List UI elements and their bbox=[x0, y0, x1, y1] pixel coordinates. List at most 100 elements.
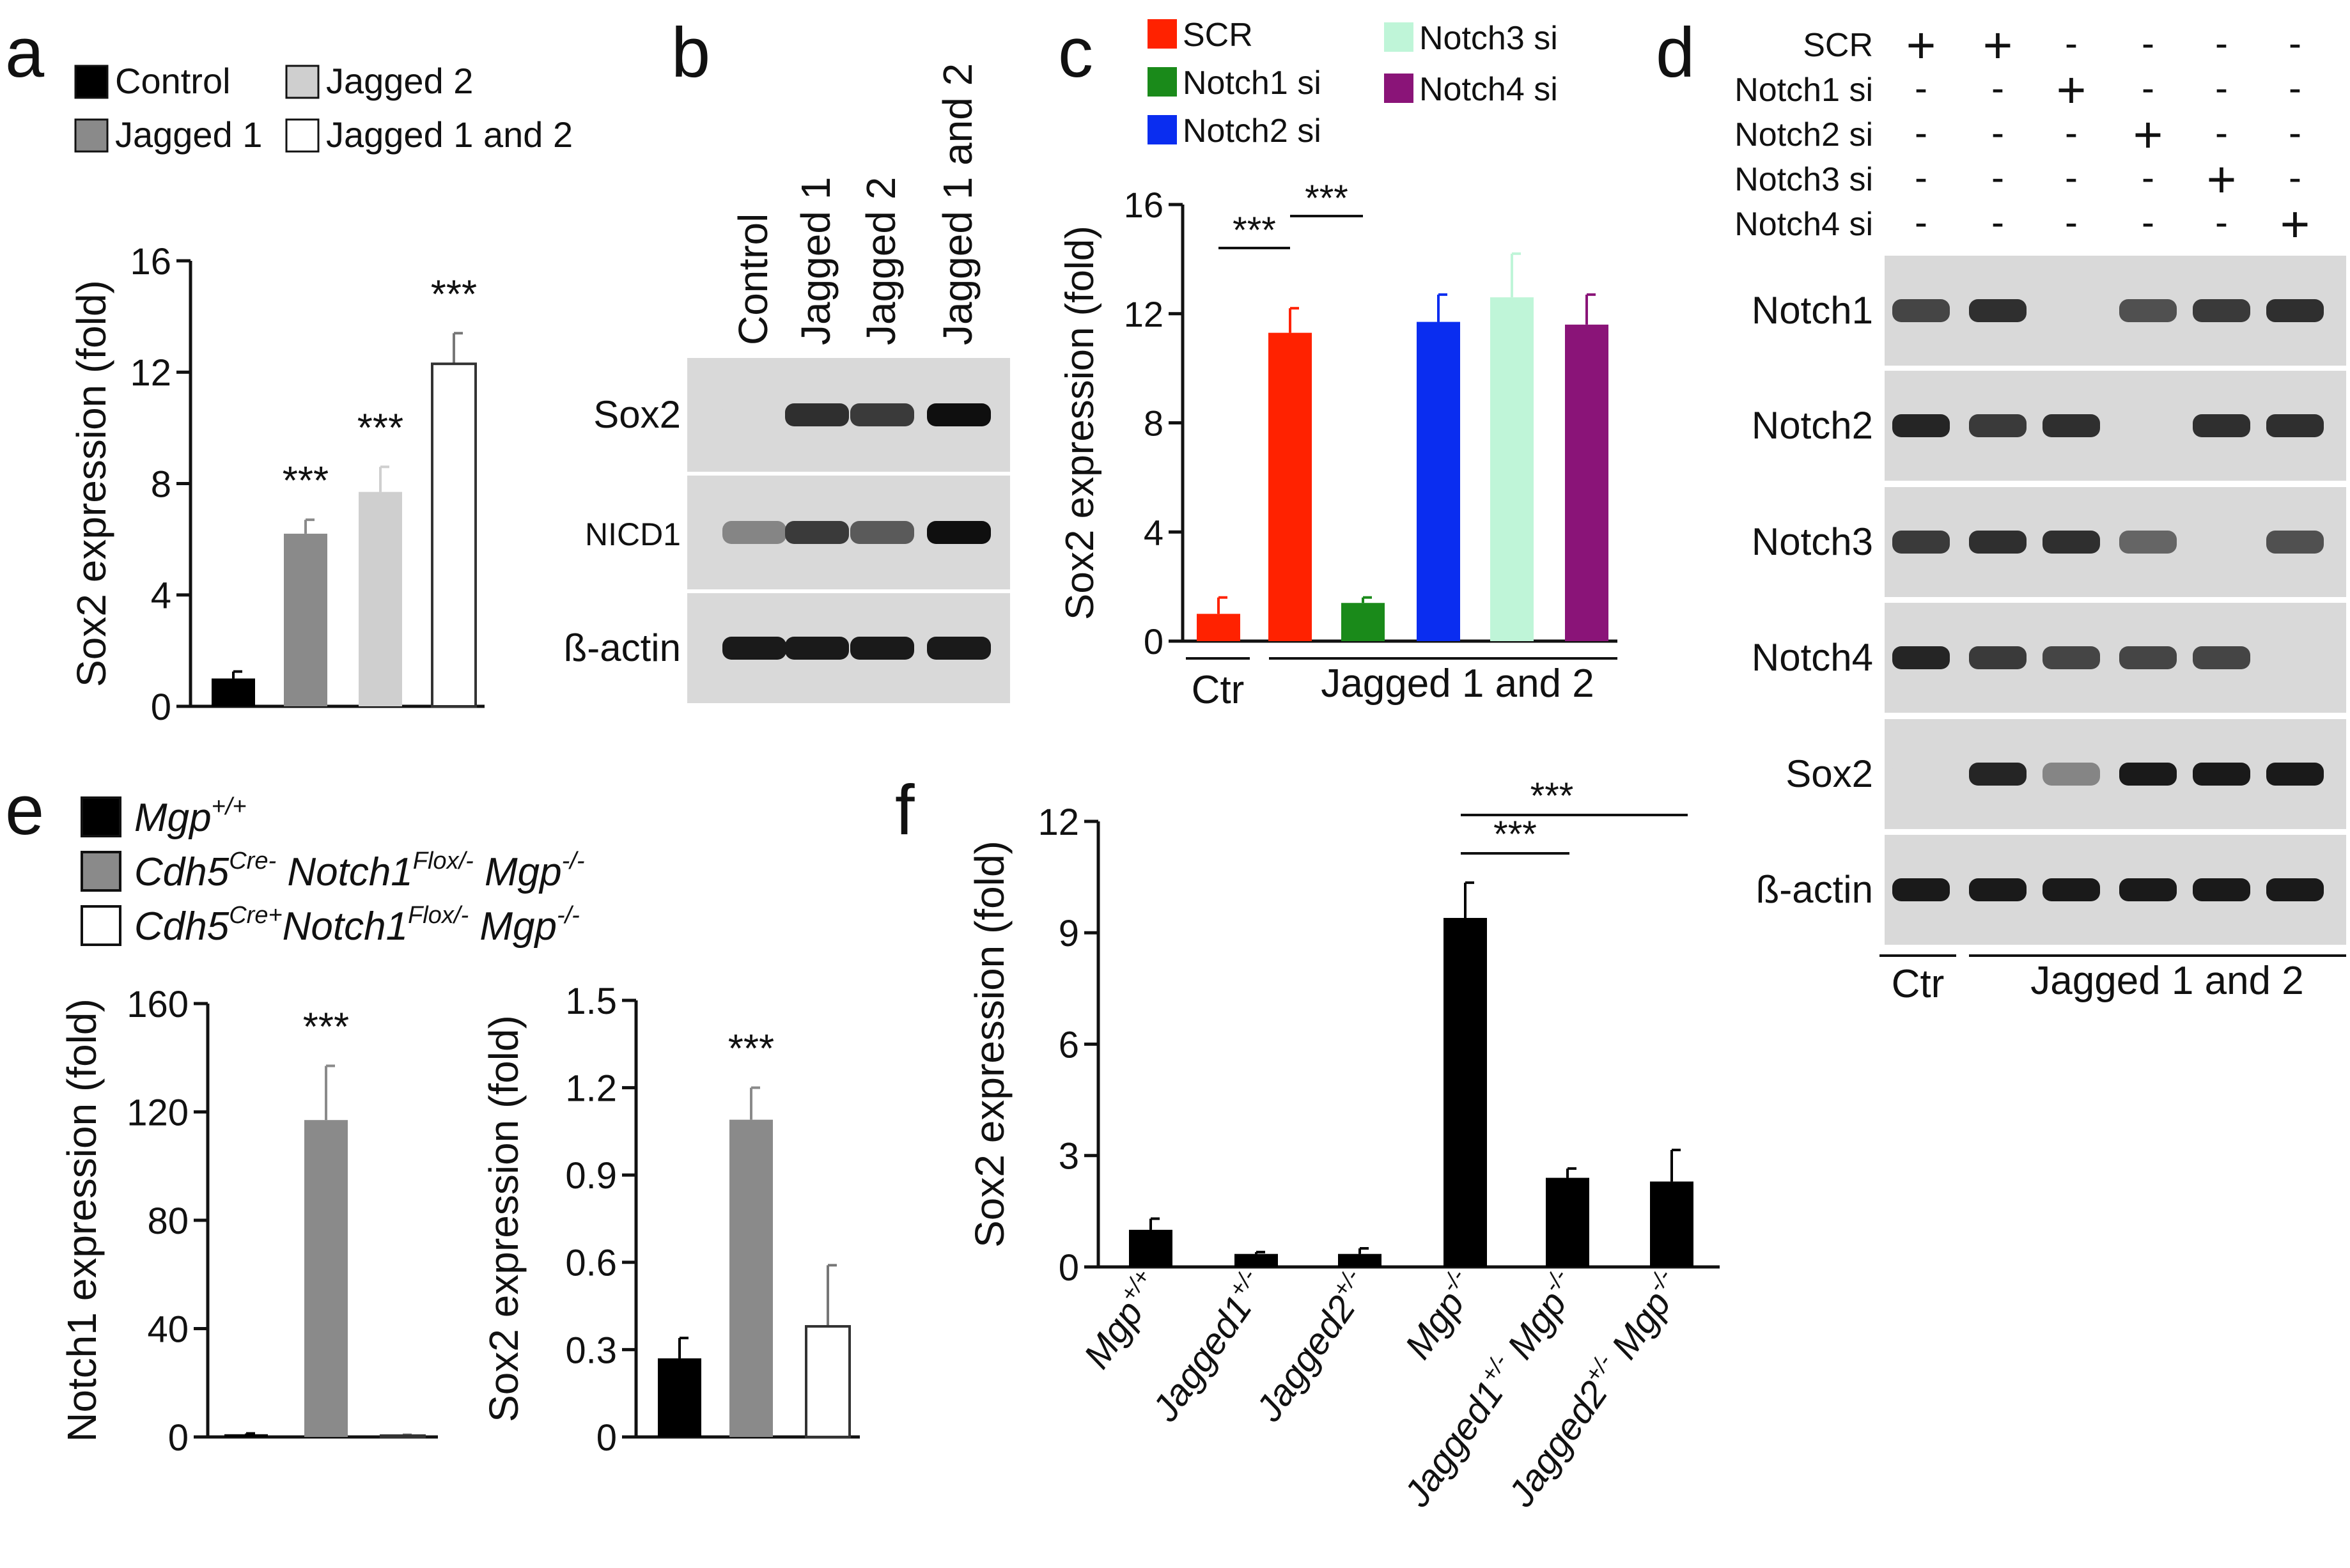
bar bbox=[1268, 332, 1312, 641]
blot-band bbox=[2193, 878, 2250, 901]
bar bbox=[431, 362, 477, 708]
minus-mark: - bbox=[2065, 111, 2078, 154]
legend-swatch bbox=[1384, 22, 1413, 52]
blot-band bbox=[2193, 763, 2250, 786]
y-axis-label: Sox2 expression (fold) bbox=[1058, 226, 1102, 620]
y-tick-label: 9 bbox=[1059, 913, 1079, 954]
group-label: Ctr bbox=[1192, 668, 1245, 712]
bar bbox=[658, 1358, 701, 1437]
blot-row-label: Sox2 bbox=[593, 393, 681, 436]
legend-swatch bbox=[74, 118, 109, 153]
legend-label-part: -/- bbox=[557, 902, 580, 929]
minus-mark: - bbox=[2142, 66, 2154, 109]
x-tick-label-part: Jagged2 bbox=[1500, 1374, 1615, 1514]
bar bbox=[1234, 1254, 1278, 1267]
minus-mark: - bbox=[2142, 22, 2154, 65]
blot-band bbox=[2043, 414, 2100, 437]
legend-swatch bbox=[285, 65, 320, 99]
condition-label: SCR bbox=[1803, 27, 1873, 64]
bar bbox=[224, 1434, 268, 1437]
y-tick-label: 0.6 bbox=[565, 1243, 617, 1284]
minus-mark: - bbox=[2215, 201, 2228, 244]
blot-band bbox=[1892, 531, 1950, 554]
blot-band bbox=[850, 403, 914, 426]
blot-band bbox=[2119, 763, 2177, 786]
y-axis-label: Sox2 expression (fold) bbox=[967, 841, 1013, 1248]
blot-band bbox=[2193, 299, 2250, 322]
x-tick-label: Jagged2+/- bbox=[1245, 1264, 1379, 1429]
blot-band bbox=[2043, 646, 2100, 669]
significance-label: *** bbox=[357, 406, 403, 450]
blot-band bbox=[785, 403, 849, 426]
minus-mark: - bbox=[1991, 201, 2004, 244]
plus-mark: + bbox=[2133, 106, 2163, 163]
group-label: Ctr bbox=[1892, 962, 1945, 1006]
y-tick-label: 0 bbox=[1144, 621, 1163, 662]
bar bbox=[1341, 603, 1385, 641]
blot-row-label: Notch3 bbox=[1752, 520, 1873, 563]
minus-mark: - bbox=[1991, 156, 2004, 199]
significance-label: *** bbox=[303, 1005, 349, 1049]
panel-letter-e: e bbox=[5, 771, 44, 850]
legend-label-part: Cre- bbox=[229, 848, 276, 874]
blot-band bbox=[927, 521, 991, 544]
minus-mark: - bbox=[1991, 111, 2004, 154]
bar bbox=[1417, 322, 1460, 641]
panel-letter-f: f bbox=[895, 771, 915, 850]
legend-label-part: +/+ bbox=[212, 793, 247, 820]
blot-band bbox=[1892, 763, 1950, 786]
blot-band bbox=[1969, 646, 2027, 669]
blot-band bbox=[2043, 531, 2100, 554]
blot-band bbox=[927, 403, 991, 426]
lane-label: Jagged 1 bbox=[793, 177, 839, 345]
condition-label: Notch3 si bbox=[1734, 161, 1873, 198]
y-tick-label: 12 bbox=[1038, 802, 1079, 843]
minus-mark: - bbox=[2065, 22, 2078, 65]
legend-swatch bbox=[1148, 67, 1177, 97]
plus-mark: + bbox=[2280, 196, 2310, 252]
minus-mark: - bbox=[2215, 111, 2228, 154]
legend-label: SCR bbox=[1183, 17, 1253, 54]
lane-label: Jagged 2 bbox=[858, 177, 904, 345]
legend-label-part: Cre+ bbox=[229, 902, 282, 929]
y-tick-label: 8 bbox=[1144, 403, 1163, 444]
blot-band bbox=[2266, 414, 2324, 437]
legend-swatch bbox=[81, 796, 121, 837]
y-tick-label: 120 bbox=[127, 1092, 189, 1133]
panel-e-charts: Mgp+/+Cdh5Cre- Notch1Flox/- Mgp-/-Cdh5Cr… bbox=[59, 793, 860, 1459]
y-tick-label: 0 bbox=[596, 1417, 617, 1459]
condition-label: Notch2 si bbox=[1734, 116, 1873, 153]
legend-label-part: Flox/- bbox=[408, 902, 469, 929]
panel-b-western-blot: Control Jagged 1 Jagged 2 Jagged 1 and 2 Sox… bbox=[564, 63, 1010, 703]
legend-swatch bbox=[1148, 19, 1177, 49]
legend-label-part: Mgp bbox=[474, 850, 562, 894]
legend-swatch bbox=[81, 905, 121, 946]
legend-label: Cdh5Cre+Notch1Flox/- Mgp-/- bbox=[134, 902, 580, 949]
legend-label: Jagged 1 and 2 bbox=[326, 114, 573, 155]
y-tick-label: 0 bbox=[151, 687, 171, 728]
y-tick-label: 12 bbox=[130, 352, 171, 394]
minus-mark: - bbox=[2065, 201, 2078, 244]
significance-label: *** bbox=[728, 1027, 774, 1071]
bar bbox=[284, 533, 327, 706]
y-tick-label: 1.5 bbox=[565, 981, 617, 1022]
legend-label-part: Cdh5 bbox=[134, 850, 230, 894]
legend-label-part: Notch1 bbox=[283, 904, 408, 949]
legend-label-part: Flox/- bbox=[413, 848, 474, 874]
legend-label: Notch4 si bbox=[1419, 71, 1558, 108]
legend-label: Jagged 1 bbox=[115, 114, 262, 155]
y-tick-label: 4 bbox=[151, 575, 171, 617]
panel-letter-d: d bbox=[1656, 13, 1695, 92]
x-tick-label: Mgp-/- bbox=[1394, 1264, 1485, 1366]
minus-mark: - bbox=[1915, 201, 1927, 244]
bar bbox=[1443, 918, 1487, 1267]
y-tick-label: 8 bbox=[151, 463, 171, 505]
minus-mark: - bbox=[2142, 156, 2154, 199]
plus-mark: + bbox=[1983, 17, 2013, 74]
legend-swatch bbox=[81, 851, 121, 892]
x-tick-label-part: Jagged1 bbox=[1396, 1374, 1511, 1514]
y-tick-label: 0 bbox=[168, 1417, 189, 1459]
x-tick-label-part: Mgp bbox=[1076, 1293, 1151, 1376]
legend-swatch bbox=[285, 118, 320, 153]
